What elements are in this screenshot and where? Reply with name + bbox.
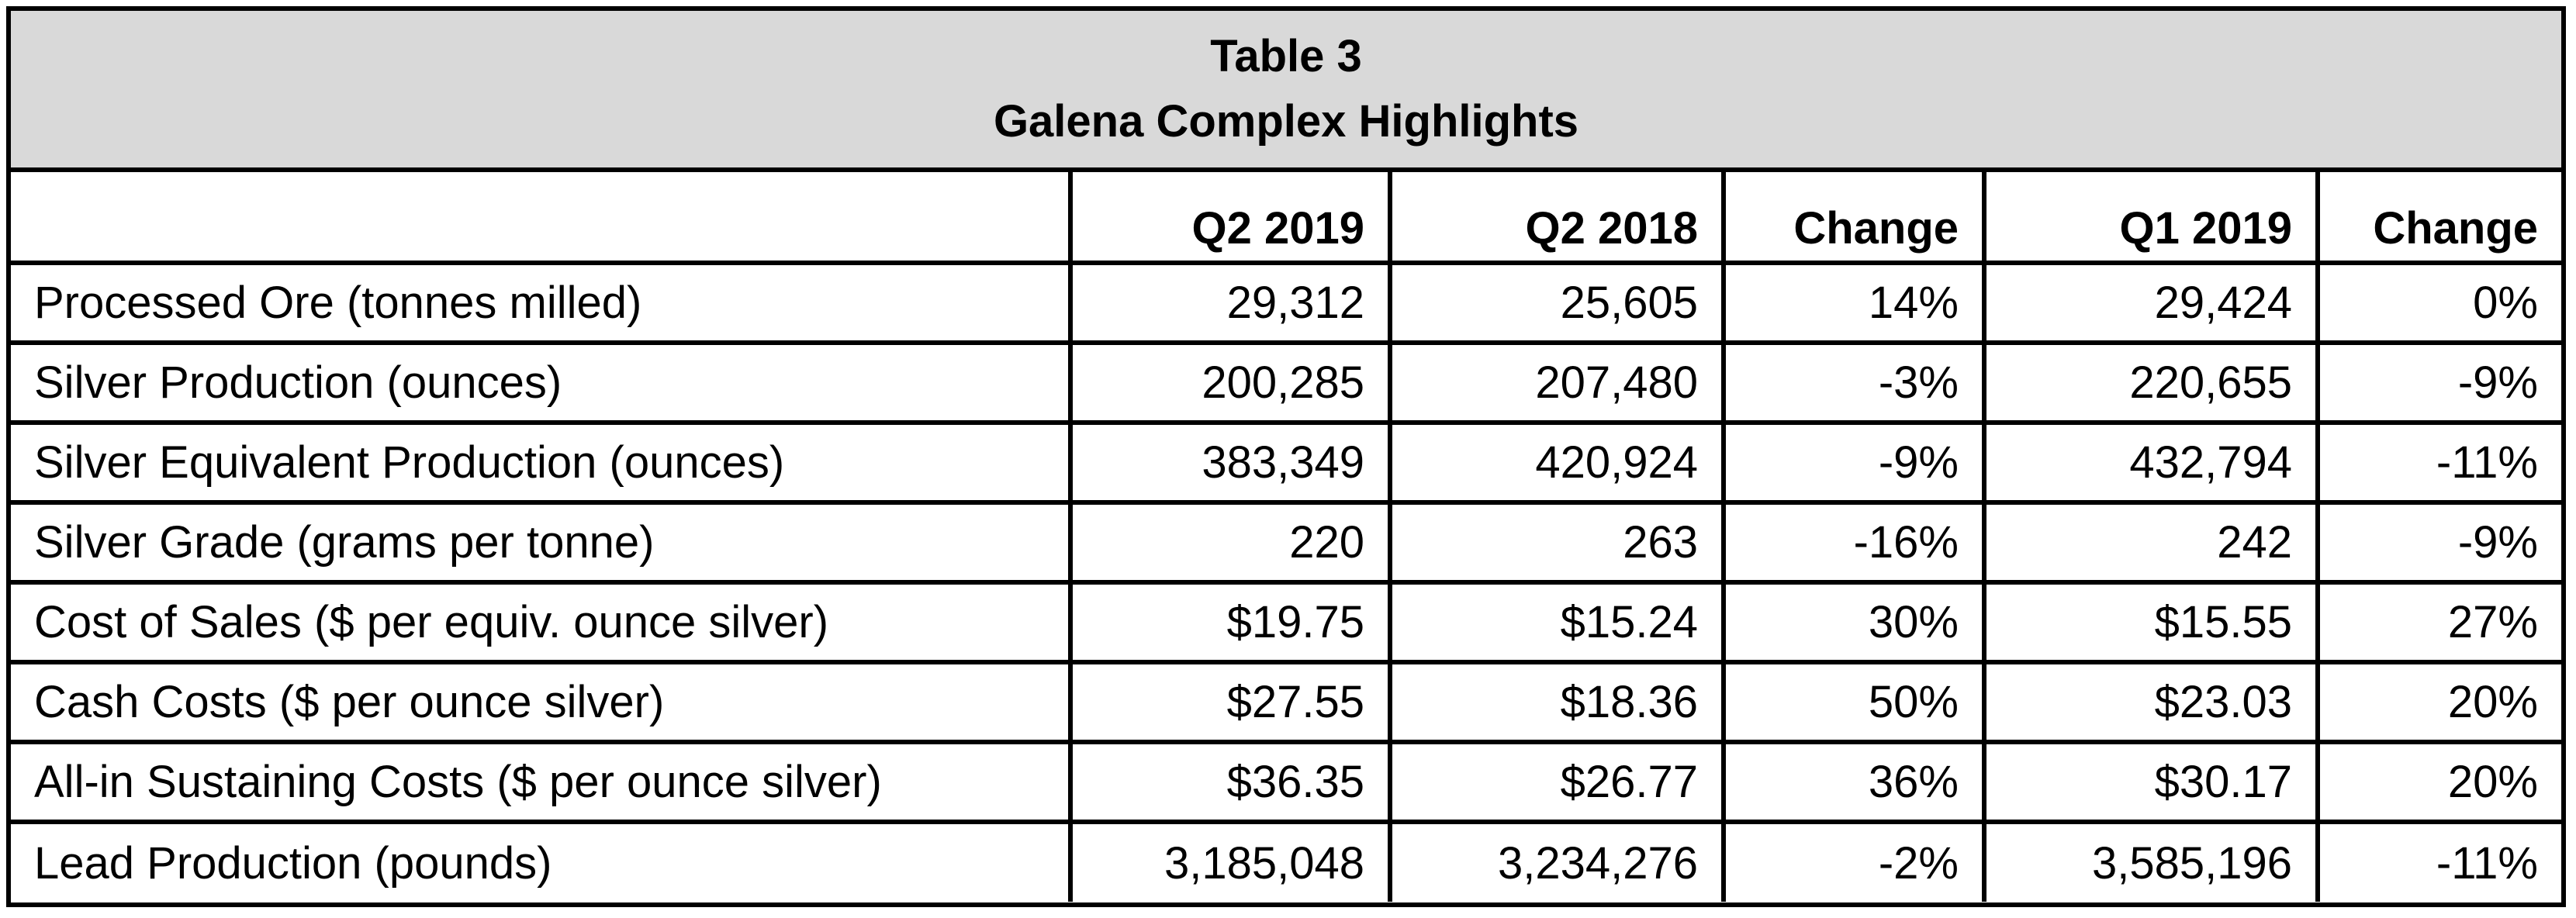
header-cell-q2-2018: Q2 2018 [1388,172,1726,265]
cell-change-yoy: -3% [1721,340,1986,425]
header-row: Q2 2019 Q2 2018 Change Q1 2019 Change [11,172,2561,265]
cell-change-qoq: -9% [2315,500,2561,585]
row-label: All-in Sustaining Costs ($ per ounce sil… [11,740,1073,824]
cell-q2-2019: 29,312 [1068,261,1392,345]
row-label: Cost of Sales ($ per equiv. ounce silver… [11,580,1073,664]
cell-change-qoq: 0% [2315,261,2561,345]
table-number: Table 3 [1210,31,1362,81]
cell-q2-2019: 383,349 [1068,420,1392,505]
highlights-table: Q2 2019 Q2 2018 Change Q1 2019 Change Pr… [11,172,2561,902]
cell-q2-2019: $19.75 [1068,580,1392,664]
table-caption: Galena Complex Highlights [993,96,1579,147]
cell-change-yoy: -9% [1721,420,1986,505]
cell-q2-2018: 207,480 [1388,340,1726,425]
table-row: Cost of Sales ($ per equiv. ounce silver… [11,580,2561,664]
table-row: Cash Costs ($ per ounce silver) $27.55 $… [11,660,2561,744]
cell-change-qoq: 27% [2315,580,2561,664]
table-title: Table 3 Galena Complex Highlights [11,11,2561,172]
row-label: Cash Costs ($ per ounce silver) [11,660,1073,744]
cell-change-yoy: 36% [1721,740,1986,824]
cell-q2-2019: 200,285 [1068,340,1392,425]
row-label: Silver Production (ounces) [11,340,1073,425]
header-cell-change-qoq: Change [2315,172,2561,265]
table-row: Silver Grade (grams per tonne) 220 263 -… [11,500,2561,585]
cell-change-yoy: 30% [1721,580,1986,664]
header-cell-change-yoy: Change [1721,172,1986,265]
row-label: Processed Ore (tonnes milled) [11,261,1073,345]
cell-q1-2019: 242 [1982,500,2320,585]
cell-q1-2019: $23.03 [1982,660,2320,744]
row-label: Lead Production (pounds) [11,820,1073,902]
cell-q1-2019: 3,585,196 [1982,820,2320,902]
cell-change-yoy: 14% [1721,261,1986,345]
cell-q2-2019: $36.35 [1068,740,1392,824]
cell-q2-2019: 220 [1068,500,1392,585]
header-cell-q2-2019: Q2 2019 [1068,172,1392,265]
highlights-table-frame: Table 3 Galena Complex Highlights Q2 201… [6,6,2566,907]
cell-q1-2019: $30.17 [1982,740,2320,824]
cell-q1-2019: 220,655 [1982,340,2320,425]
table-row: All-in Sustaining Costs ($ per ounce sil… [11,740,2561,824]
cell-change-qoq: -11% [2315,420,2561,505]
table-row: Lead Production (pounds) 3,185,048 3,234… [11,820,2561,902]
row-label: Silver Grade (grams per tonne) [11,500,1073,585]
table-row: Silver Equivalent Production (ounces) 38… [11,420,2561,505]
table-row: Processed Ore (tonnes milled) 29,312 25,… [11,261,2561,345]
cell-q1-2019: 29,424 [1982,261,2320,345]
table-row: Silver Production (ounces) 200,285 207,4… [11,340,2561,425]
cell-change-qoq: 20% [2315,740,2561,824]
cell-q2-2019: $27.55 [1068,660,1392,744]
cell-q1-2019: $15.55 [1982,580,2320,664]
cell-change-yoy: -16% [1721,500,1986,585]
cell-q2-2018: 25,605 [1388,261,1726,345]
cell-change-qoq: 20% [2315,660,2561,744]
header-cell-q1-2019: Q1 2019 [1982,172,2320,265]
cell-q2-2018: $26.77 [1388,740,1726,824]
cell-change-qoq: -9% [2315,340,2561,425]
cell-q1-2019: 432,794 [1982,420,2320,505]
cell-q2-2018: $15.24 [1388,580,1726,664]
cell-change-qoq: -11% [2315,820,2561,902]
cell-q2-2018: 3,234,276 [1388,820,1726,902]
cell-q2-2019: 3,185,048 [1068,820,1392,902]
cell-q2-2018: $18.36 [1388,660,1726,744]
cell-q2-2018: 263 [1388,500,1726,585]
header-cell-metric [11,172,1073,265]
cell-q2-2018: 420,924 [1388,420,1726,505]
cell-change-yoy: 50% [1721,660,1986,744]
cell-change-yoy: -2% [1721,820,1986,902]
row-label: Silver Equivalent Production (ounces) [11,420,1073,505]
